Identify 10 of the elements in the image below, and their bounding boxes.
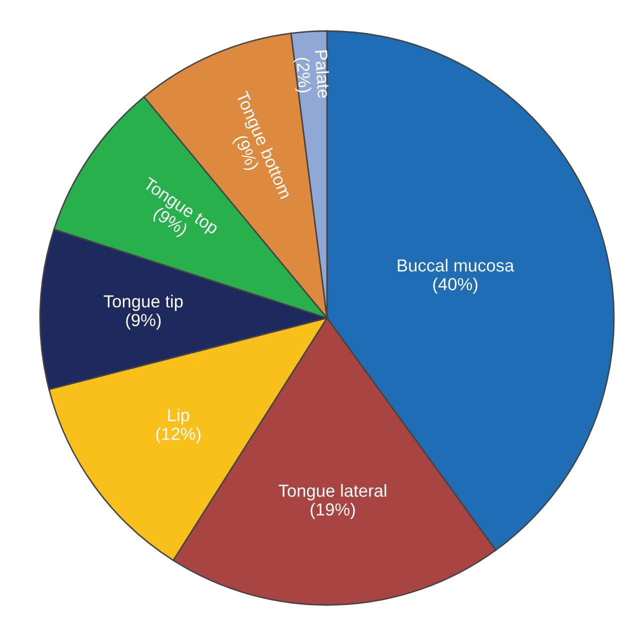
slice-label: Tongue tip: [104, 294, 183, 311]
slice-label: Palate: [314, 50, 331, 98]
data-label: (2%): [293, 57, 312, 93]
slice-label: Buccal mucosa: [398, 258, 514, 272]
data-label: (19%): [310, 502, 355, 520]
slice-label: Tongue lateral: [278, 484, 386, 500]
data-label: (9%): [126, 313, 161, 330]
data-label: (12%): [156, 427, 200, 444]
slice-label: Lip: [168, 408, 190, 425]
data-label: (40%): [433, 278, 478, 294]
